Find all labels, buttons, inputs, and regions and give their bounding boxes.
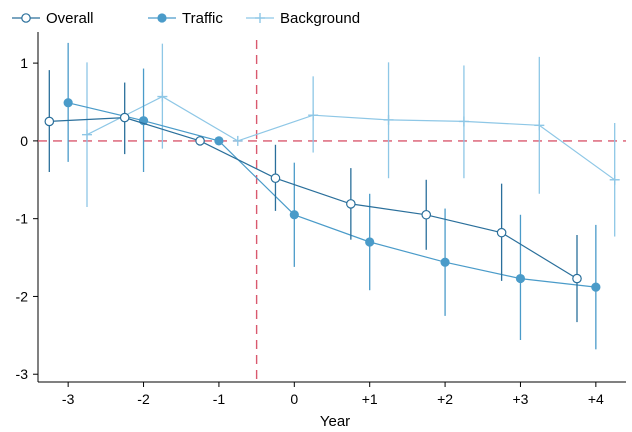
point-background <box>308 110 319 121</box>
legend-marker-traffic <box>157 13 167 23</box>
x-tick-label: +2 <box>437 391 453 407</box>
point-background <box>534 120 545 131</box>
series-overall <box>44 70 582 323</box>
point-traffic <box>591 282 601 292</box>
x-tick-label: -1 <box>213 391 226 407</box>
y-axis-ticks: -3 -2 -1 0 1 <box>16 55 38 382</box>
y-tick-label: -1 <box>16 211 29 227</box>
point-overall <box>44 116 55 127</box>
series-line-background <box>86 95 616 181</box>
point-traffic <box>63 98 73 108</box>
x-axis-ticks: -3 -2 -1 0 +1 +2 +3 +4 <box>62 382 604 407</box>
y-tick-label: 1 <box>20 55 28 71</box>
y-tick-label: -2 <box>16 288 29 304</box>
series-background <box>82 43 620 237</box>
point-background <box>232 135 243 146</box>
axes: -3 -2 -1 0 1 -3 -2 -1 0 +1 +2 +3 +4 <box>16 32 626 407</box>
point-overall <box>195 136 205 146</box>
point-overall <box>270 173 281 184</box>
point-traffic <box>365 237 375 247</box>
point-background <box>383 114 394 125</box>
point-background <box>609 174 620 185</box>
x-tick-label: +3 <box>512 391 528 407</box>
legend: Overall Traffic Background <box>12 10 360 27</box>
point-background <box>82 129 92 140</box>
x-tick-label: -3 <box>62 391 75 407</box>
x-tick-label: +1 <box>362 391 378 407</box>
point-traffic <box>214 136 224 146</box>
legend-item-traffic: Traffic <box>148 10 223 27</box>
legend-label-overall: Overall <box>46 10 94 27</box>
point-traffic <box>515 273 526 284</box>
series-line-overall <box>49 116 578 280</box>
x-axis-title: Year <box>320 413 350 430</box>
point-traffic <box>289 210 299 220</box>
point-overall <box>572 273 582 284</box>
point-overall <box>119 112 130 123</box>
point-overall <box>346 199 356 209</box>
y-tick-label: -3 <box>16 366 29 382</box>
point-traffic <box>440 257 450 267</box>
legend-item-overall: Overall <box>12 10 94 27</box>
x-tick-label: -2 <box>137 391 150 407</box>
x-tick-label: 0 <box>290 391 298 407</box>
point-overall <box>496 227 507 238</box>
y-tick-label: 0 <box>20 133 28 149</box>
legend-label-background: Background <box>280 10 360 27</box>
series-line-traffic <box>68 102 596 288</box>
series-layer <box>44 42 620 350</box>
x-tick-label: +4 <box>588 391 604 407</box>
point-background <box>157 91 168 102</box>
point-overall <box>421 209 432 220</box>
point-background <box>458 116 469 127</box>
legend-label-traffic: Traffic <box>182 10 223 27</box>
reference-lines <box>38 40 626 382</box>
legend-marker-overall <box>21 13 31 23</box>
legend-item-background: Background <box>246 10 360 27</box>
series-traffic <box>63 42 601 350</box>
